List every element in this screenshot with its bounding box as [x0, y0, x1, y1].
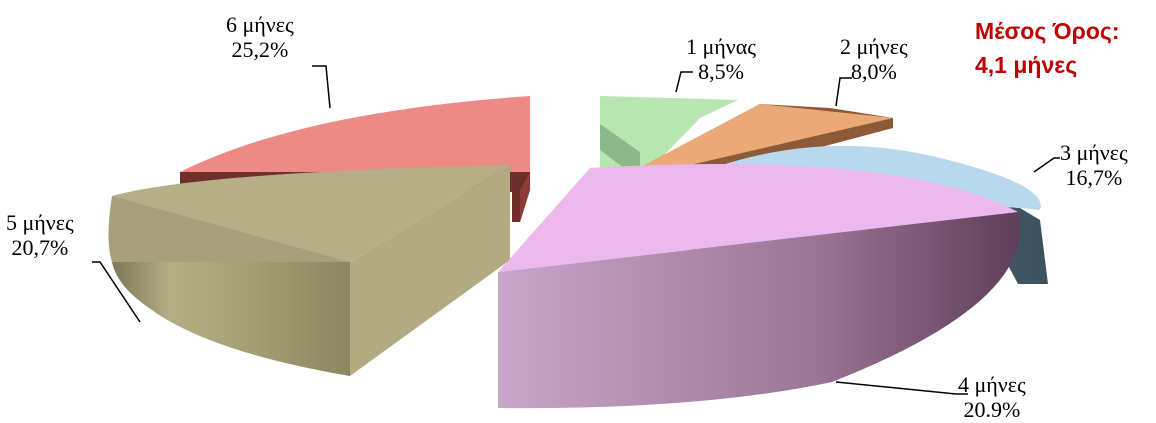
label-5-months-value: 20,7%	[11, 235, 69, 260]
label-6-months-name: 6 μήνες	[226, 12, 294, 37]
label-1-month-name: 1 μήνας	[686, 34, 756, 59]
slice-4-months	[498, 163, 1021, 409]
label-6-months-value: 25,2%	[231, 37, 289, 62]
slice-5-months	[108, 165, 510, 376]
leader-line-5-months	[92, 261, 141, 323]
label-2-months: 2 μήνες 8,0%	[840, 34, 908, 84]
average-annotation-label: Μέσος Όρος:	[975, 18, 1120, 44]
label-5-months: 5 μήνες 20,7%	[6, 210, 74, 260]
label-2-months-value: 8,0%	[850, 59, 897, 84]
label-3-months-value: 16,7%	[1065, 165, 1123, 190]
label-2-months-name: 2 μήνες	[840, 34, 908, 59]
label-3-months: 3 μήνες 16,7%	[1060, 140, 1128, 190]
leader-line-4-months	[835, 381, 968, 395]
leader-line-1-month	[675, 71, 693, 93]
leader-line-3-months	[1033, 157, 1060, 173]
average-annotation: Μέσος Όρος: 4,1 μήνες	[975, 14, 1120, 82]
label-4-months-name: 4 μήνες	[958, 372, 1026, 397]
leader-line-2-months	[835, 77, 852, 107]
average-annotation-value: 4,1 μήνες	[975, 52, 1078, 78]
label-5-months-name: 5 μήνες	[6, 210, 74, 235]
label-1-month: 1 μήνας 8,5%	[686, 34, 756, 84]
leader-line-6-months	[312, 65, 331, 109]
label-4-months: 4 μήνες 20.9%	[958, 372, 1026, 422]
label-1-month-value: 8,5%	[698, 59, 744, 84]
label-6-months: 6 μήνες 25,2%	[226, 12, 294, 62]
label-4-months-value: 20.9%	[963, 397, 1021, 422]
label-3-months-name: 3 μήνες	[1060, 140, 1128, 165]
leader-lines	[92, 65, 1060, 395]
